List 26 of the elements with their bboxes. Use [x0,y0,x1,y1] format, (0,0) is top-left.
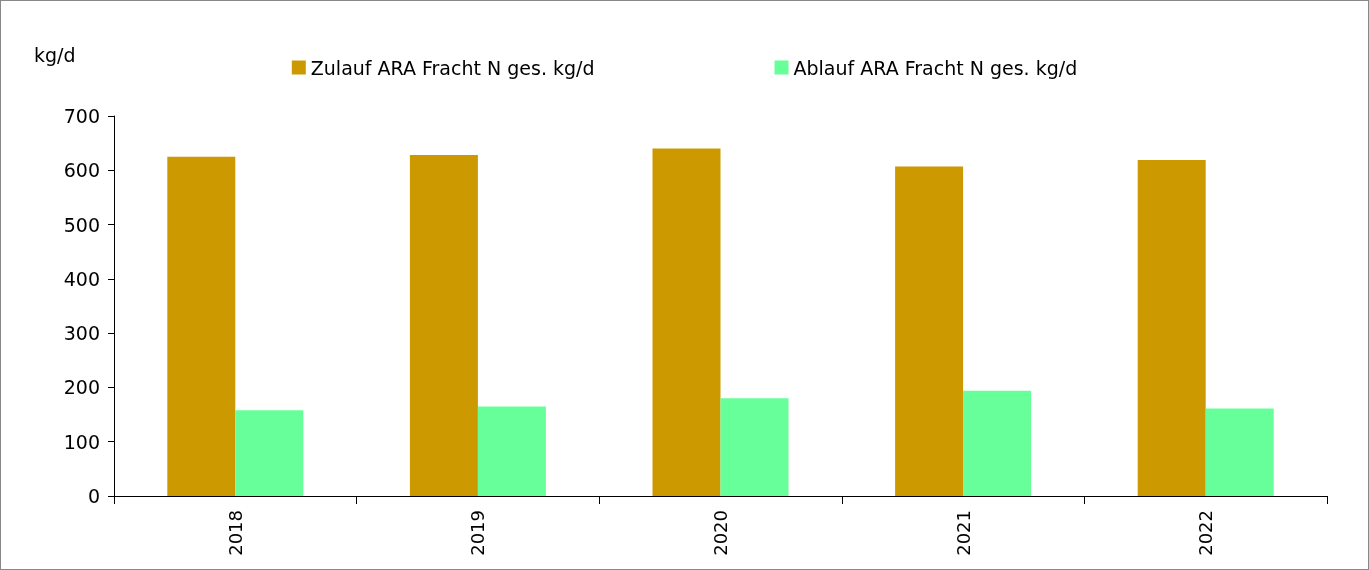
y-tick-label: 700 [63,105,100,127]
y-tick-label: 200 [63,376,100,399]
bar [720,398,789,496]
x-tick-label: 2022 [1195,510,1217,556]
x-tick-label: 2020 [710,510,731,556]
bar [235,410,304,496]
bar [963,390,1032,496]
x-tick-label: 2021 [952,510,974,556]
bar [409,155,478,496]
y-tick-label: 600 [63,159,100,182]
bar [477,406,546,496]
x-tick-label: 2018 [224,510,246,556]
y-tick-label: 300 [63,322,100,345]
bar [167,156,236,496]
y-tick-label: 0 [87,485,100,507]
bar [895,166,964,496]
legend-label: Ablauf ARA Fracht N ges. kg/d [793,56,1078,79]
y-tick-label: 500 [63,213,100,236]
bar [1205,408,1274,496]
legend-label: Zulauf ARA Fracht N ges. kg/d [310,56,595,79]
y-tick-label: 400 [63,267,100,290]
bar [1137,159,1206,496]
y-axis-title: kg/d [34,43,76,66]
y-tick-label: 100 [63,430,100,453]
x-tick-label: 2019 [467,510,489,556]
bar [652,148,721,496]
